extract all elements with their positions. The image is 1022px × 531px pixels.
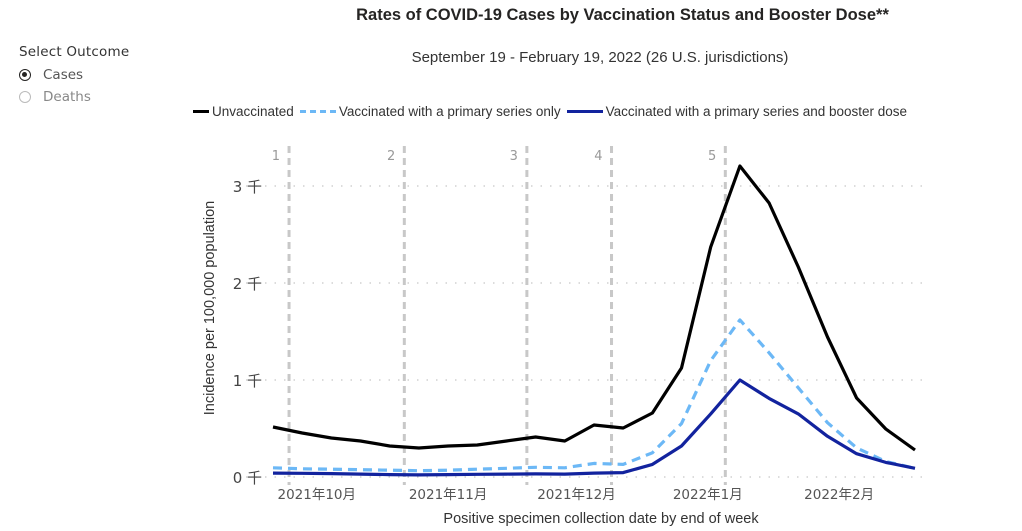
y-tick-label: 0 千 [233, 469, 262, 487]
legend-solid-line-icon [566, 109, 603, 113]
y-tick-label: 2 千 [233, 275, 262, 293]
legend-dashed-line-icon [299, 109, 336, 113]
outcome-slicer: Select Outcome Cases Deaths [19, 44, 129, 108]
slicer-title: Select Outcome [19, 44, 130, 60]
period-marker-label: 3 [510, 149, 518, 164]
legend-item-primary-only[interactable]: Vaccinated with a primary series only [299, 103, 561, 119]
legend-item-unvaccinated[interactable]: Unvaccinated [193, 104, 294, 119]
x-tick-label: 2021年12月 [537, 487, 616, 503]
option-cases[interactable]: Cases [19, 64, 129, 86]
series-line-unvaccinated [272, 164, 916, 452]
y-axis-title: Incidence per 100,000 population [202, 201, 218, 415]
x-tick-label: 2022年2月 [804, 487, 874, 503]
series-line-booster [272, 378, 916, 477]
chart-legend: Unvaccinated Vaccinated with a primary s… [193, 100, 963, 122]
period-marker-label: 5 [708, 149, 716, 164]
period-marker-label: 4 [594, 149, 602, 164]
x-tick-label: 2022年1月 [673, 487, 743, 503]
legend-label: Vaccinated with a primary series only [338, 103, 561, 119]
x-tick-label: 2021年10月 [277, 487, 356, 503]
legend-label: Unvaccinated [212, 103, 294, 119]
x-tick-label: 2021年11月 [409, 487, 488, 503]
radio-unselected-icon[interactable] [19, 91, 31, 103]
y-tick-label: 1 千 [233, 372, 262, 390]
option-label: Deaths [43, 89, 91, 105]
legend-solid-line-icon [193, 109, 209, 113]
radio-selected-icon[interactable] [19, 69, 31, 81]
x-axis-title: Positive specimen collection date by end… [443, 511, 759, 527]
chart-title: Rates of COVID-19 Cases by Vaccination S… [356, 6, 889, 24]
legend-label: Vaccinated with a primary series and boo… [605, 103, 908, 119]
period-marker-label: 2 [387, 149, 395, 164]
y-tick-label: 3 千 [233, 178, 262, 196]
period-marker-label: 1 [272, 149, 280, 164]
series-line-primary_only [272, 318, 916, 473]
option-deaths[interactable]: Deaths [19, 86, 129, 108]
option-label: Cases [43, 67, 84, 83]
legend-item-booster[interactable]: Vaccinated with a primary series and boo… [566, 103, 908, 119]
chart-subtitle: September 19 - February 19, 2022 (26 U.S… [411, 49, 789, 66]
